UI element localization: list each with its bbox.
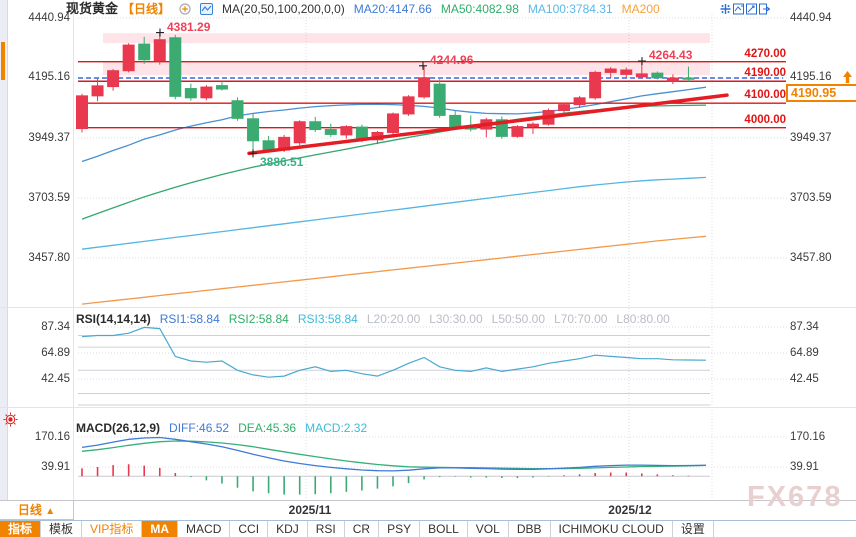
macd-axis-label-right: 39.91 [790, 460, 819, 473]
price-up-arrow-icon [840, 70, 855, 85]
toolbar-tab-cci[interactable]: CCI [230, 521, 269, 537]
ma100-value: MA100:3784.31 [527, 2, 613, 16]
level-price-label: 4190.00 [744, 67, 786, 80]
level-price-label: 4100.00 [744, 89, 786, 102]
macd-header-item-0: DIFF:46.52 [169, 421, 230, 435]
macd-header-item-2: MACD:2.32 [305, 421, 368, 435]
left-scrollbar[interactable] [0, 0, 8, 500]
current-price-tag: 4190.95 [786, 84, 856, 102]
rsi-axis-label-left: 42.45 [41, 372, 70, 385]
ma20-value: MA20:4147.66 [353, 2, 432, 16]
rsi-header-item-2: RSI3:58.84 [297, 312, 358, 326]
circle-plus-icon[interactable] [179, 3, 191, 15]
rsi-axis-label-left: 64.89 [41, 346, 70, 359]
caret-up-icon: ▲ [45, 506, 56, 517]
main-axis-label-left: 3703.59 [28, 191, 70, 204]
rsi-title[interactable]: RSI(14,14,14) [76, 312, 151, 326]
rsi-axis-label-left: 87.34 [41, 320, 70, 333]
axis-border [73, 0, 74, 500]
date-axis [0, 500, 856, 521]
toolbar-tab-rsi[interactable]: RSI [308, 521, 345, 537]
annotation-peak-nov: 4244.96 [430, 52, 474, 67]
chart-canvas[interactable] [0, 0, 856, 520]
toolbar-tab-ichimoku-cloud[interactable]: ICHIMOKU CLOUD [551, 521, 673, 537]
rsi-header-item-0: RSI1:58.84 [159, 312, 220, 326]
rsi-header-item-5: L50:50.00 [491, 312, 546, 326]
macd-axis-label-left: 39.91 [41, 460, 70, 473]
indicator-alert-icon[interactable] [3, 412, 18, 427]
toolbar-tab-boll[interactable]: BOLL [420, 521, 468, 537]
pane-divider-main-rsi[interactable] [0, 307, 856, 308]
toolbar-tab-ma[interactable]: MA [142, 521, 179, 537]
rsi-header-item-4: L30:30.00 [429, 312, 483, 326]
toolbar-tab-indicators[interactable]: 指标 [0, 521, 42, 537]
main-chart-header: 现货黄金 【日线】 MA(20,50,100,200,0,0) MA20:414… [66, 1, 660, 17]
date-axis-label: 2025/11 [288, 503, 332, 517]
main-axis-label-left: 3949.37 [28, 131, 70, 144]
toolbar-tab-psy[interactable]: PSY [379, 521, 421, 537]
level-price-label: 4000.00 [744, 113, 786, 126]
annotation-peak-dec: 4264.43 [649, 48, 693, 63]
macd-axis-label-right: 170.16 [790, 430, 826, 443]
pane-divider-rsi-macd[interactable] [0, 407, 856, 408]
rsi-axis-label-right: 87.34 [790, 320, 819, 333]
scrollbar-thumb[interactable] [1, 42, 5, 80]
period-label: 【日线】 [122, 2, 171, 16]
macd-header: MACD(26,12,9) DIFF:46.52 DEA:45.36 MACD:2.… [76, 421, 367, 435]
annotation-high: 4381.29 [167, 19, 211, 34]
toolbar-tab-dbb[interactable]: DBB [509, 521, 551, 537]
rsi-header-item-7: L80:80.00 [616, 312, 670, 326]
pan-right-icon[interactable] [759, 3, 770, 15]
watermark: FX678 [747, 481, 843, 513]
main-axis-label-right: 4440.94 [790, 11, 832, 24]
period-selector-label: 日线 [17, 503, 42, 517]
rsi-header-item-3: L20:20.00 [366, 312, 421, 326]
annotation-low: 3886.51 [260, 155, 304, 170]
chart-tools [720, 3, 770, 15]
date-axis-label: 2025/12 [608, 503, 652, 517]
toolbar-tab-settings[interactable]: 设置 [673, 521, 714, 537]
main-axis-label-right: 3949.37 [790, 131, 832, 144]
macd-axis-label-left: 170.16 [34, 430, 70, 443]
chart-style-icon[interactable] [200, 3, 214, 15]
ma-formula[interactable]: MA(20,50,100,200,0,0) [222, 2, 345, 16]
toolbar-tab-macd[interactable]: MACD [178, 521, 231, 537]
macd-header-item-1: DEA:45.36 [238, 421, 297, 435]
main-axis-label-left: 4195.16 [28, 71, 70, 84]
ma200-value: MA200 [621, 2, 660, 16]
range-stat-icon[interactable] [733, 3, 744, 15]
main-axis-label-right: 3457.80 [790, 251, 832, 264]
rsi-header-item-6: L70:70.00 [554, 312, 608, 326]
main-axis-label-right: 3703.59 [790, 191, 832, 204]
macd-title[interactable]: MACD(26,12,9) [76, 421, 161, 435]
symbol-name: 现货黄金 [66, 1, 119, 16]
period-selector[interactable]: 日线 ▲ [0, 501, 74, 520]
toolbar-tab-kdj[interactable]: KDJ [268, 521, 308, 537]
trend-measure-icon[interactable] [746, 3, 757, 15]
main-axis-label-right: 4195.16 [790, 71, 832, 84]
ma50-value: MA50:4082.98 [440, 2, 519, 16]
rsi-axis-label-right: 64.89 [790, 346, 819, 359]
level-price-label: 4270.00 [744, 47, 786, 60]
main-axis-label-left: 3457.80 [28, 251, 70, 264]
toolbar-tab-cr[interactable]: CR [345, 521, 380, 537]
rsi-axis-label-right: 42.45 [790, 372, 819, 385]
rsi-header-item-1: RSI2:58.84 [228, 312, 289, 326]
indicator-toolbar: 指标 模板 VIP指标 MA MACD CCI KDJ RSI CR PSY BOLL VOL DBB I… [0, 520, 856, 537]
toolbar-tab-vip-indicators[interactable]: VIP指标 [82, 521, 143, 537]
main-axis-label-left: 4440.94 [28, 11, 70, 24]
toolbar-tab-templates[interactable]: 模板 [41, 521, 83, 537]
rsi-header: RSI(14,14,14) RSI1:58.84 RSI2:58.84 RSI3:5… [76, 312, 670, 326]
toolbar-tab-vol[interactable]: VOL [468, 521, 509, 537]
crosshair-move-icon[interactable] [720, 3, 731, 15]
